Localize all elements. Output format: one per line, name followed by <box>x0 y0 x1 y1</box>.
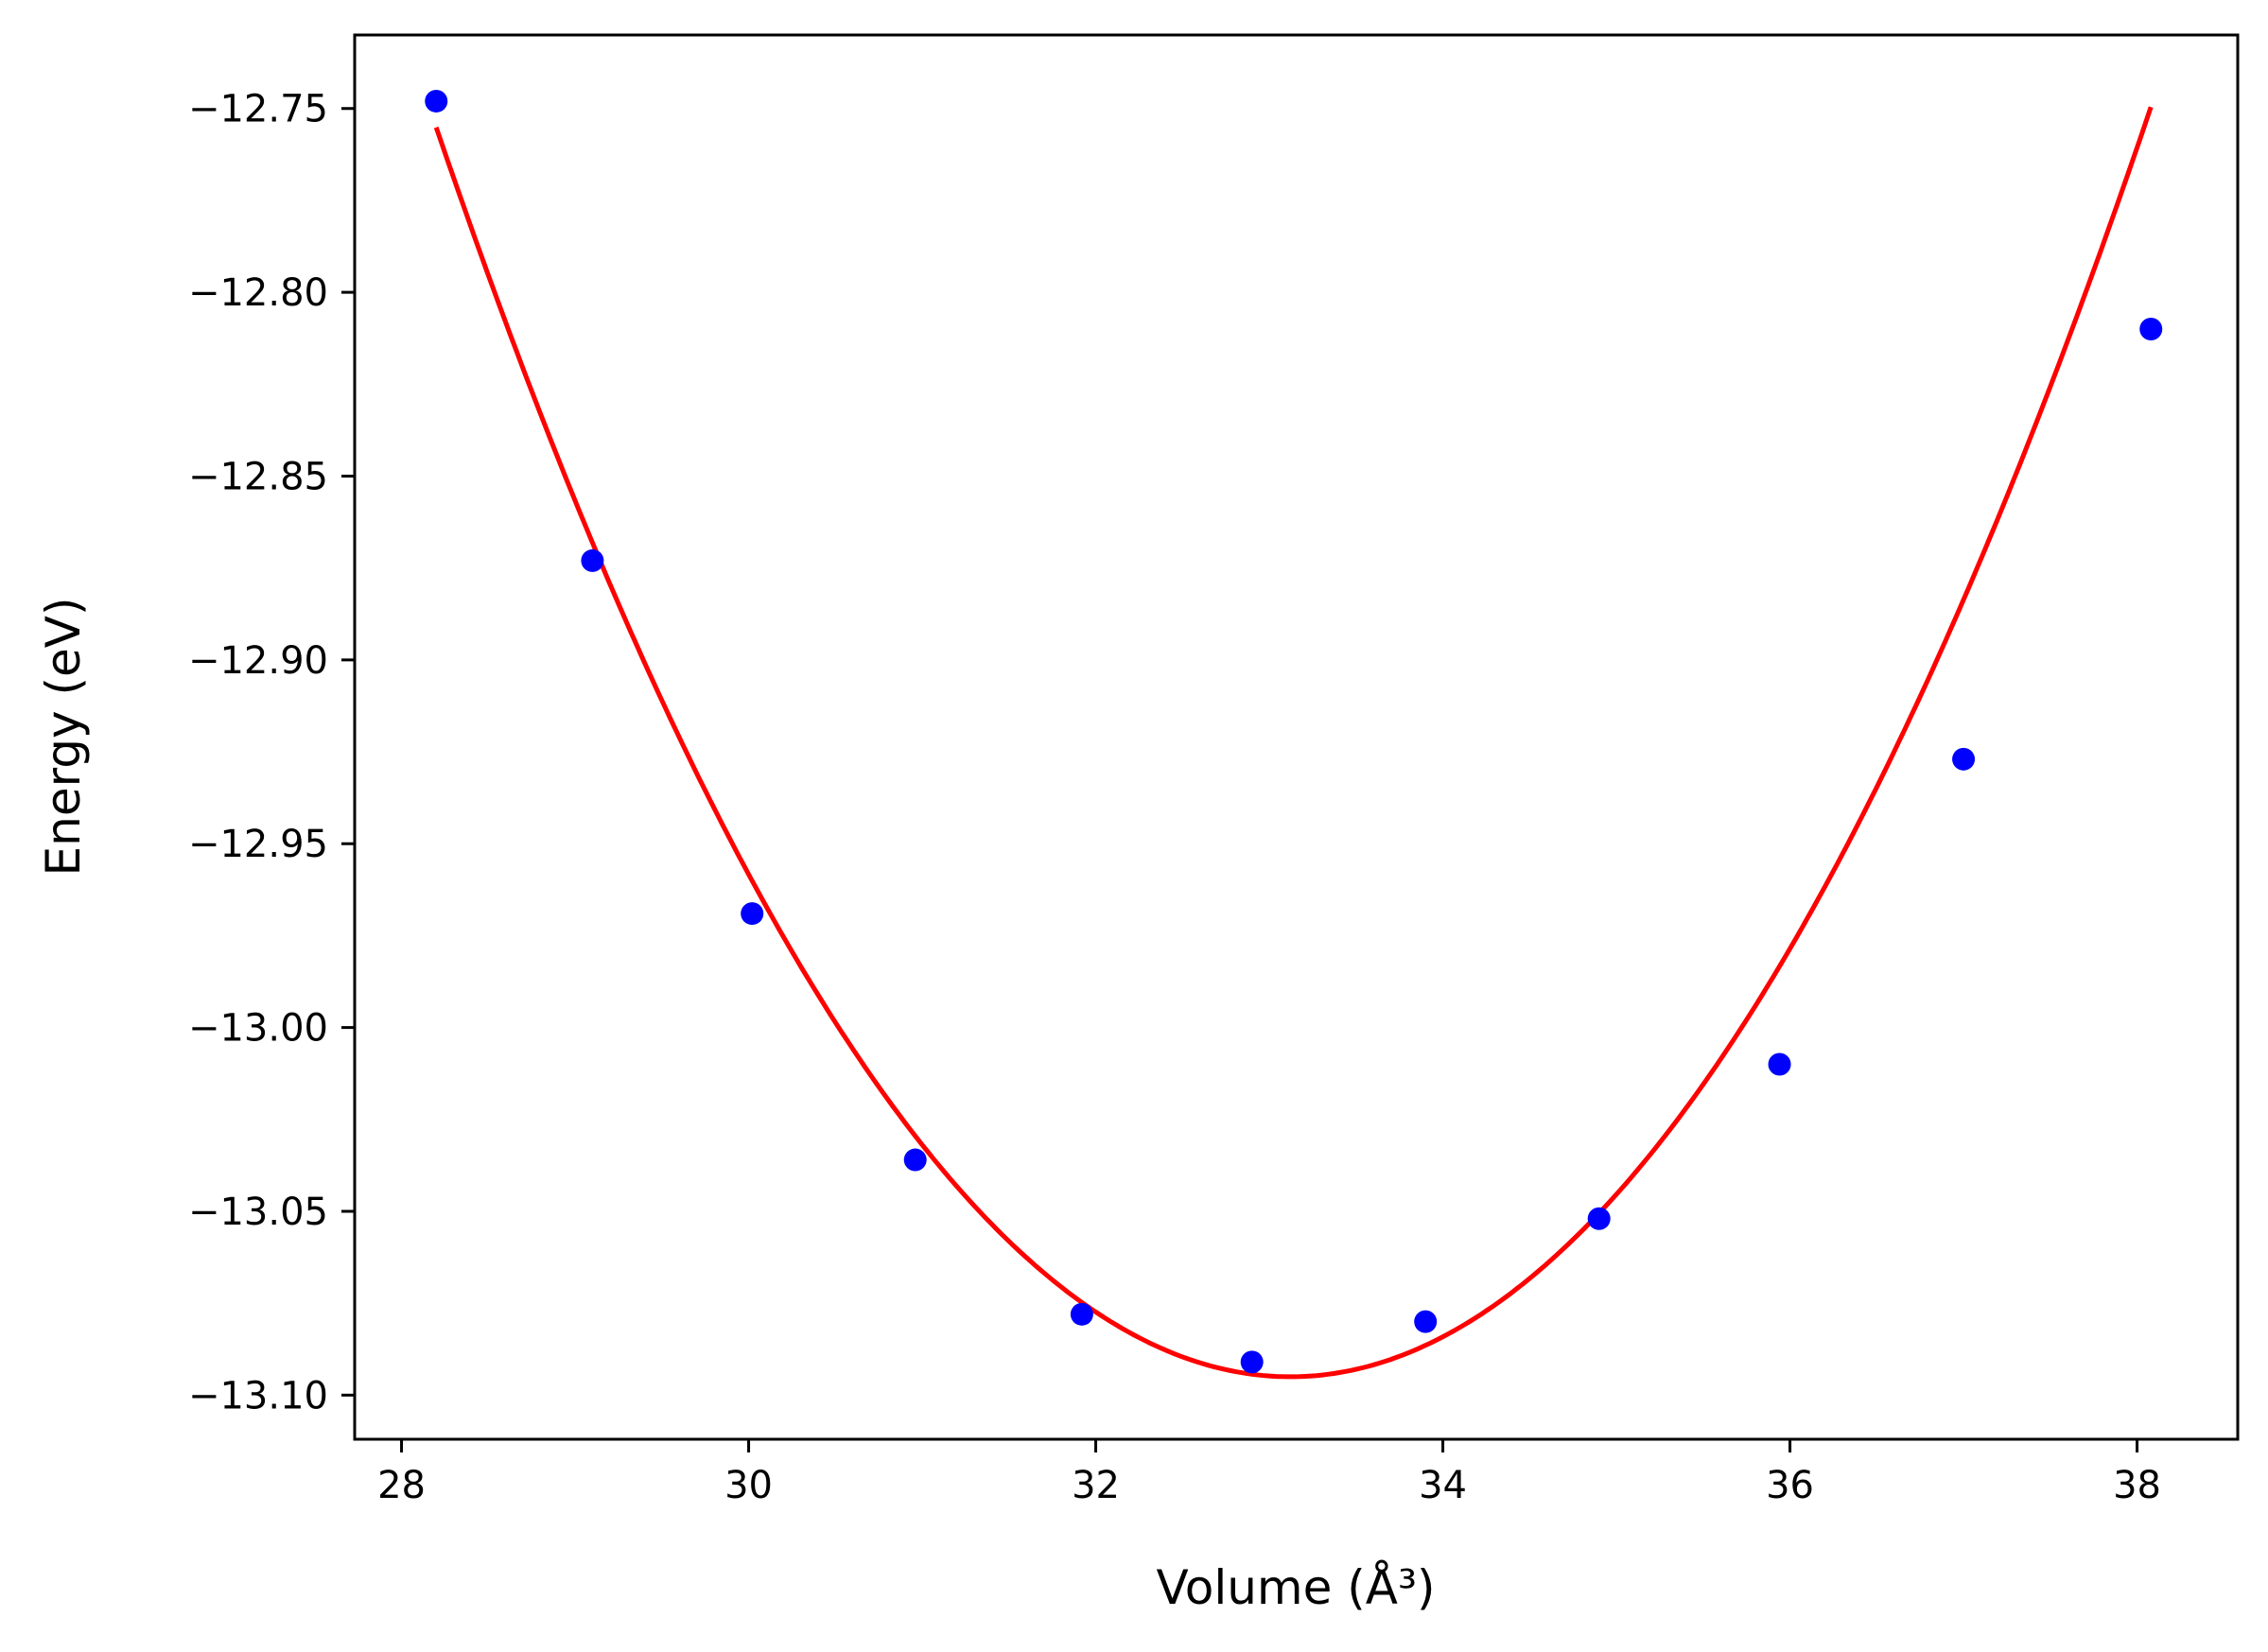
data-point <box>1240 1350 1264 1374</box>
y-tick-label: −12.90 <box>188 639 328 683</box>
y-axis-label: Energy (eV) <box>36 598 91 877</box>
data-point <box>581 548 604 572</box>
y-tick-label: −12.75 <box>188 88 328 131</box>
y-axis-ticks: −12.75 −12.80 −12.85 −12.90 −12.95 −13.00 −13.… <box>188 88 355 1417</box>
x-axis-label: Volume (Å³) <box>1156 1560 1435 1615</box>
data-point <box>1768 1052 1791 1076</box>
data-point <box>1587 1207 1611 1230</box>
data-point <box>1070 1302 1093 1326</box>
x-tick-label: 30 <box>724 1464 773 1507</box>
x-tick-label: 34 <box>1419 1464 1467 1507</box>
data-point <box>741 902 764 926</box>
plot-frame <box>353 33 2240 1441</box>
y-tick-label: −13.10 <box>188 1374 328 1417</box>
x-axis-ticks: 28 30 32 34 36 38 <box>377 1439 2161 1507</box>
data-point <box>1414 1310 1438 1333</box>
fit-curve-line <box>433 106 2154 1380</box>
y-tick-label: −13.05 <box>188 1191 328 1234</box>
x-tick-label: 38 <box>2113 1464 2161 1507</box>
data-point <box>425 89 448 113</box>
data-point <box>903 1148 927 1172</box>
x-tick-label: 28 <box>377 1464 426 1507</box>
y-tick-label: −12.80 <box>188 271 328 315</box>
y-tick-label: −12.85 <box>188 455 328 498</box>
data-point <box>1952 747 1976 771</box>
x-tick-label: 36 <box>1766 1464 1814 1507</box>
data-point <box>2139 317 2163 340</box>
data-points-layer <box>425 89 2163 1374</box>
y-tick-label: −12.95 <box>188 823 328 866</box>
fit-curve-layer <box>433 106 2154 1380</box>
x-tick-label: 32 <box>1072 1464 1120 1507</box>
y-tick-label: −13.00 <box>188 1007 328 1051</box>
